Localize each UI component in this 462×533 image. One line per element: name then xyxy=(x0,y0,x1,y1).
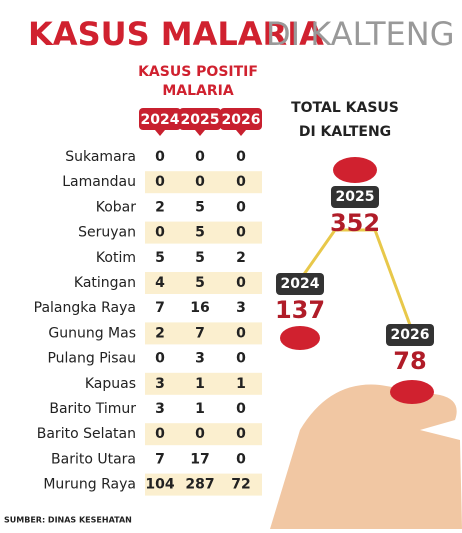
case-count: 3 xyxy=(195,351,205,367)
table-caption: KASUS POSITIF xyxy=(138,64,258,80)
case-count: 0 xyxy=(236,451,246,467)
title-light: DI KALTENG xyxy=(266,15,454,53)
row-band xyxy=(145,423,262,446)
blood-drop xyxy=(280,326,320,350)
row-band xyxy=(145,322,262,345)
district-name: Katingan xyxy=(74,275,136,291)
row-band xyxy=(145,171,262,194)
case-count: 0 xyxy=(236,149,246,165)
case-count: 0 xyxy=(155,426,165,442)
case-count: 0 xyxy=(155,351,165,367)
case-count: 0 xyxy=(236,351,246,367)
case-count: 0 xyxy=(195,426,205,442)
case-count: 72 xyxy=(231,477,250,493)
case-count: 0 xyxy=(236,199,246,215)
case-count: 0 xyxy=(236,426,246,442)
district-name: Barito Utara xyxy=(51,451,136,467)
case-count: 0 xyxy=(236,325,246,341)
year-tag-label: 2024 xyxy=(141,112,180,128)
year-tag xyxy=(179,108,221,130)
row-band xyxy=(145,272,262,294)
case-count: 3 xyxy=(236,300,246,316)
blood-drop xyxy=(333,157,377,183)
hand-illustration xyxy=(270,384,462,529)
case-count: 5 xyxy=(195,250,205,266)
title: KASUS MALARIA xyxy=(28,15,324,53)
case-count: 1 xyxy=(236,376,246,392)
case-count: 0 xyxy=(155,149,165,165)
case-count: 0 xyxy=(236,225,246,241)
total-year-tag xyxy=(276,273,324,295)
year-tag-label: 2025 xyxy=(181,112,220,128)
total-year: 2026 xyxy=(391,327,430,343)
year-tag xyxy=(220,108,262,130)
case-count: 0 xyxy=(195,174,205,190)
district-name: Seruyan xyxy=(78,225,136,241)
total-value: 352 xyxy=(330,209,380,237)
case-count: 0 xyxy=(155,174,165,190)
district-name: Barito Timur xyxy=(49,401,136,417)
connector-line xyxy=(298,228,412,326)
district-name: Kotim xyxy=(96,250,136,266)
case-count: 17 xyxy=(190,451,209,467)
district-name: Murung Raya xyxy=(43,477,136,493)
case-count: 287 xyxy=(185,477,214,493)
district-name: Sukamara xyxy=(65,149,136,165)
year-tag-pointer xyxy=(236,130,246,136)
row-band xyxy=(145,221,262,244)
case-count: 5 xyxy=(195,275,205,291)
case-count: 16 xyxy=(190,300,209,316)
district-name: Lamandau xyxy=(62,174,136,190)
year-tag xyxy=(139,108,181,130)
case-count: 2 xyxy=(236,250,246,266)
district-name: Kapuas xyxy=(85,376,136,392)
totals-title: DI KALTENG xyxy=(299,124,391,140)
district-name: Gunung Mas xyxy=(48,325,136,341)
blood-drop xyxy=(390,380,434,404)
total-value: 78 xyxy=(393,347,426,375)
case-count: 1 xyxy=(195,401,205,417)
source: SUMBER: DINAS KESEHATAN xyxy=(4,516,132,525)
year-tag-pointer xyxy=(155,130,165,136)
case-count: 0 xyxy=(195,149,205,165)
case-count: 7 xyxy=(155,451,165,467)
case-count: 4 xyxy=(155,275,165,291)
total-year: 2025 xyxy=(336,189,375,205)
total-year-tag xyxy=(331,186,379,208)
case-count: 0 xyxy=(236,401,246,417)
district-name: Pulang Pisau xyxy=(47,351,136,367)
case-count: 0 xyxy=(236,275,246,291)
table-caption: MALARIA xyxy=(162,83,234,99)
year-tag-label: 2026 xyxy=(222,112,261,128)
case-count: 0 xyxy=(236,174,246,190)
year-tag-pointer xyxy=(195,130,205,136)
total-year: 2024 xyxy=(281,276,320,292)
total-value: 137 xyxy=(275,296,325,324)
case-count: 5 xyxy=(195,225,205,241)
case-count: 3 xyxy=(155,401,165,417)
district-name: Kobar xyxy=(96,199,137,215)
case-count: 7 xyxy=(195,325,205,341)
totals-title: TOTAL KASUS xyxy=(291,100,399,116)
total-year-tag xyxy=(386,324,434,346)
district-name: Barito Selatan xyxy=(37,426,136,442)
case-count: 0 xyxy=(155,225,165,241)
row-band xyxy=(145,473,262,496)
case-count: 2 xyxy=(155,325,165,341)
case-count: 7 xyxy=(155,300,165,316)
case-count: 5 xyxy=(195,199,205,215)
case-count: 1 xyxy=(195,376,205,392)
district-name: Palangka Raya xyxy=(34,300,136,316)
row-band xyxy=(145,372,262,395)
case-count: 5 xyxy=(155,250,165,266)
case-count: 2 xyxy=(155,199,165,215)
case-count: 104 xyxy=(145,477,174,493)
case-count: 3 xyxy=(155,376,165,392)
